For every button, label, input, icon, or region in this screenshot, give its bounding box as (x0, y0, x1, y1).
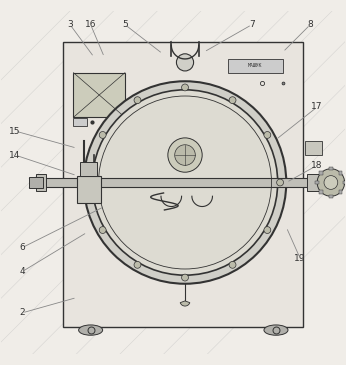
Circle shape (182, 84, 189, 91)
Bar (29, 177, 43, 188)
Text: 7: 7 (249, 20, 255, 29)
Circle shape (264, 131, 271, 138)
Circle shape (86, 179, 93, 186)
Bar (36, 174, 46, 191)
Ellipse shape (264, 325, 288, 335)
Bar (345, 178, 346, 187)
Bar (319, 191, 323, 194)
Text: 18: 18 (311, 161, 323, 170)
Circle shape (92, 90, 278, 275)
Circle shape (277, 179, 283, 186)
Bar (319, 171, 323, 174)
Bar (228, 59, 283, 73)
Bar (339, 191, 342, 194)
Text: 2: 2 (19, 308, 25, 318)
Wedge shape (180, 301, 190, 306)
Bar (316, 181, 319, 184)
Circle shape (264, 227, 271, 234)
Bar (73, 73, 125, 117)
Text: 15: 15 (9, 127, 21, 135)
Circle shape (229, 97, 236, 104)
Circle shape (175, 145, 195, 165)
Bar (329, 195, 333, 198)
Bar (80, 162, 98, 176)
Circle shape (134, 97, 141, 104)
Circle shape (317, 169, 345, 196)
Ellipse shape (79, 325, 103, 335)
Circle shape (99, 131, 106, 138)
Text: 4: 4 (19, 267, 25, 276)
Text: 16: 16 (85, 20, 97, 29)
Circle shape (134, 261, 141, 268)
Bar (339, 171, 342, 174)
Circle shape (182, 274, 189, 281)
Circle shape (324, 176, 338, 189)
Bar (77, 176, 101, 203)
Text: 17: 17 (311, 103, 323, 111)
Bar (29, 178, 338, 187)
Circle shape (176, 54, 194, 71)
Circle shape (99, 227, 106, 234)
Text: 6: 6 (19, 243, 25, 252)
Bar (305, 141, 322, 155)
Text: 19: 19 (294, 254, 306, 262)
Text: МАШУК: МАШУК (248, 63, 263, 68)
Bar (329, 167, 333, 170)
Text: 3: 3 (67, 20, 73, 29)
Circle shape (229, 261, 236, 268)
Bar (307, 174, 321, 191)
Bar (73, 118, 87, 126)
Bar (63, 42, 303, 327)
Text: 5: 5 (122, 20, 128, 29)
Text: 14: 14 (9, 150, 21, 160)
Circle shape (84, 81, 286, 284)
Bar (343, 181, 346, 184)
Circle shape (168, 138, 202, 172)
Text: 8: 8 (307, 20, 313, 29)
